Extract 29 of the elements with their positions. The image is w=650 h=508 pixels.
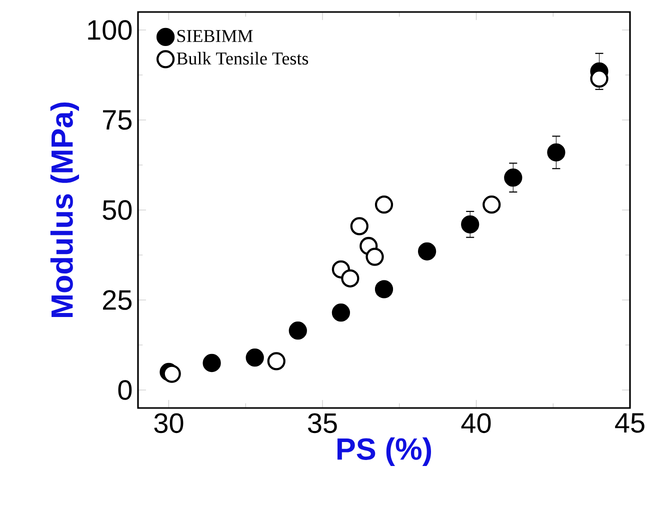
point: [246, 348, 264, 367]
point: [366, 248, 384, 266]
point: [162, 364, 181, 383]
y-tick-label: 100: [88, 20, 132, 40]
legend-label: Bulk Tensile Tests: [176, 52, 308, 65]
point: [482, 196, 501, 214]
point: [350, 217, 368, 236]
x-tick-label: 45: [615, 413, 644, 433]
x-tick-label: 40: [461, 413, 491, 434]
point: [202, 354, 221, 372]
point: [332, 304, 350, 322]
point: [547, 143, 566, 162]
point: [267, 352, 286, 370]
y-tick-label: 25: [103, 290, 132, 310]
point: [374, 196, 394, 214]
legend-label: SIEBIMM: [177, 30, 253, 42]
point: [341, 269, 360, 288]
y-axis-title: Modulus (MPa): [50, 102, 80, 317]
y-tick-label: 50: [102, 200, 132, 220]
point: [288, 322, 307, 340]
point: [504, 168, 522, 187]
point: [418, 242, 436, 260]
x-tick-label: 30: [154, 413, 184, 434]
point: [461, 215, 480, 234]
y-tick-label: 0: [118, 380, 132, 400]
point: [374, 280, 394, 298]
y-tick-label: 75: [103, 110, 132, 130]
x-axis-title: PS (%): [337, 437, 431, 466]
x-tick-label: 35: [308, 413, 337, 434]
